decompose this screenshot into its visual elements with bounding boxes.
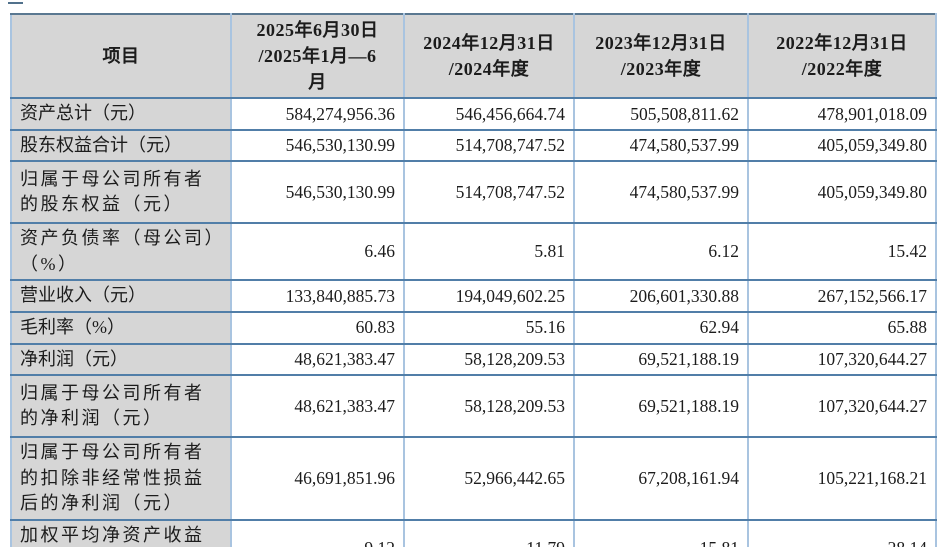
cell-value: 474,580,537.99 — [574, 161, 749, 225]
cell-value: 46,691,851.96 — [231, 437, 405, 521]
row-label: 净利润（元） — [11, 343, 232, 377]
cell-value: 11.79 — [404, 519, 575, 547]
cell-value: 474,580,537.99 — [574, 129, 749, 163]
cell-value: 6.46 — [231, 223, 405, 282]
cell-value: 62.94 — [574, 312, 749, 345]
cell-value: 105,221,168.21 — [748, 437, 937, 521]
row-label: 资产总计（元） — [11, 98, 232, 131]
row-label: 加权平均净资产收益 率（%） — [11, 519, 232, 547]
table-row: 资产负债率（母公司） （%） 6.46 5.81 6.12 15.42 — [11, 223, 937, 282]
financial-summary-table: 项目 2025年6月30日 /2025年1月—6 月 2024年12月31日 /… — [10, 13, 937, 547]
cell-value: 48,621,383.47 — [231, 375, 405, 439]
cell-value: 5.81 — [404, 223, 575, 282]
cell-value: 15.81 — [574, 519, 749, 547]
cell-value: 133,840,885.73 — [231, 280, 405, 314]
table-row: 归属于母公司所有者 的股东权益（元） 546,530,130.99 514,70… — [11, 161, 937, 225]
row-label: 归属于母公司所有者 的股东权益（元） — [11, 161, 232, 225]
cell-value: 584,274,956.36 — [231, 98, 405, 131]
table-row: 资产总计（元） 584,274,956.36 546,456,664.74 50… — [11, 98, 937, 131]
cell-value: 6.12 — [574, 223, 749, 282]
cell-value: 206,601,330.88 — [574, 280, 749, 314]
cell-value: 514,708,747.52 — [404, 129, 575, 163]
cell-value: 546,530,130.99 — [231, 129, 405, 163]
row-label: 股东权益合计（元） — [11, 129, 232, 163]
cell-value: 55.16 — [404, 312, 575, 345]
cell-value: 546,530,130.99 — [231, 161, 405, 225]
cell-value: 478,901,018.09 — [748, 98, 937, 131]
header-cell-period-2024: 2024年12月31日 /2024年度 — [404, 14, 575, 100]
table-row: 净利润（元） 48,621,383.47 58,128,209.53 69,52… — [11, 343, 937, 377]
row-label: 归属于母公司所有者 的扣除非经常性损益 后的净利润（元） — [11, 437, 232, 521]
header-row: 项目 2025年6月30日 /2025年1月—6 月 2024年12月31日 /… — [11, 14, 937, 100]
cell-value: 67,208,161.94 — [574, 437, 749, 521]
cell-value: 267,152,566.17 — [748, 280, 937, 314]
cell-value: 405,059,349.80 — [748, 161, 937, 225]
cell-value: 107,320,644.27 — [748, 343, 937, 377]
row-label: 归属于母公司所有者 的净利润（元） — [11, 375, 232, 439]
cell-value: 514,708,747.52 — [404, 161, 575, 225]
cell-value: 28.14 — [748, 519, 937, 547]
cell-value: 48,621,383.47 — [231, 343, 405, 377]
cell-value: 58,128,209.53 — [404, 375, 575, 439]
cell-value: 505,508,811.62 — [574, 98, 749, 131]
cell-value: 546,456,664.74 — [404, 98, 575, 131]
cell-value: 107,320,644.27 — [748, 375, 937, 439]
cell-value: 60.83 — [231, 312, 405, 345]
crop-artifact-line — [8, 2, 23, 4]
header-cell-item: 项目 — [11, 14, 232, 100]
table-row: 股东权益合计（元） 546,530,130.99 514,708,747.52 … — [11, 129, 937, 163]
cell-value: 58,128,209.53 — [404, 343, 575, 377]
cell-value: 65.88 — [748, 312, 937, 345]
table-row: 加权平均净资产收益 率（%） 9.12 11.79 15.81 28.14 — [11, 519, 937, 547]
row-label: 毛利率（%） — [11, 312, 232, 345]
header-cell-period-2023: 2023年12月31日 /2023年度 — [574, 14, 749, 100]
row-label: 营业收入（元） — [11, 280, 232, 314]
cell-value: 69,521,188.19 — [574, 343, 749, 377]
row-label: 资产负债率（母公司） （%） — [11, 223, 232, 282]
cell-value: 405,059,349.80 — [748, 129, 937, 163]
cell-value: 69,521,188.19 — [574, 375, 749, 439]
cell-value: 9.12 — [231, 519, 405, 547]
cell-value: 52,966,442.65 — [404, 437, 575, 521]
table-row: 毛利率（%） 60.83 55.16 62.94 65.88 — [11, 312, 937, 345]
table-row: 归属于母公司所有者 的净利润（元） 48,621,383.47 58,128,2… — [11, 375, 937, 439]
cell-value: 194,049,602.25 — [404, 280, 575, 314]
table-row: 归属于母公司所有者 的扣除非经常性损益 后的净利润（元） 46,691,851.… — [11, 437, 937, 521]
cell-value: 15.42 — [748, 223, 937, 282]
header-cell-period-2022: 2022年12月31日 /2022年度 — [748, 14, 937, 100]
table-row: 营业收入（元） 133,840,885.73 194,049,602.25 20… — [11, 280, 937, 314]
header-cell-period-2025: 2025年6月30日 /2025年1月—6 月 — [231, 14, 405, 100]
